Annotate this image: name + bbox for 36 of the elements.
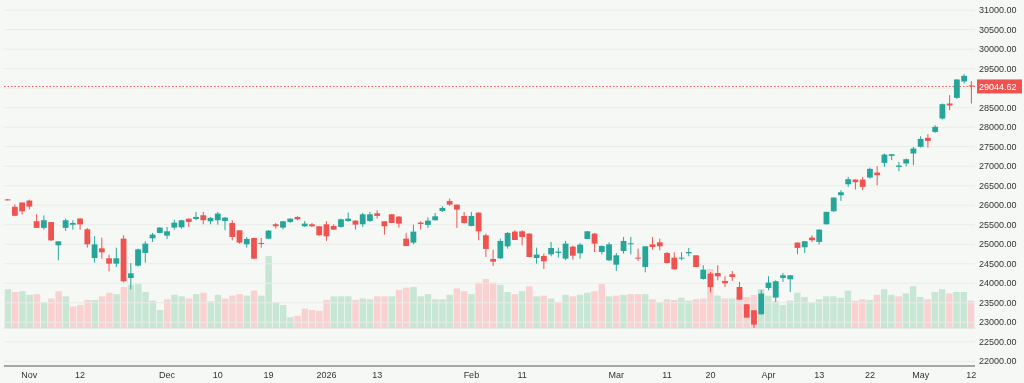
y-tick-label: 23000.00 [979,317,1017,328]
y-tick-label: 31000.00 [979,5,1017,16]
x-tick-label: Nov [21,370,38,380]
x-tick-label: 22 [864,370,875,380]
y-tick-label: 26000.00 [979,200,1017,211]
x-tick-label: Feb [463,370,480,380]
y-tick-label: 25500.00 [979,219,1017,230]
x-tick-label: Mar [608,370,625,380]
y-tick-label: 28000.00 [979,122,1017,133]
x-tick-label: 20 [705,370,716,380]
x-tick-label: 11 [517,370,527,380]
y-tick-label: 27000.00 [979,161,1017,172]
x-tick-label: 13 [814,370,825,380]
x-tick-label: 11 [662,370,672,380]
x-tick-label: Dec [159,370,176,380]
x-tick-label: 10 [212,370,223,380]
x-tick-label: 19 [263,370,274,380]
x-tick-label: 2026 [316,370,337,380]
x-tick-label: 13 [372,370,383,380]
x-tick-label: May [912,370,930,380]
ref-line-label: 29044.62 [979,81,1017,92]
y-tick-label: 22000.00 [979,356,1017,367]
y-tick-label: 30500.00 [979,24,1017,35]
y-tick-label: 27500.00 [979,141,1017,152]
y-tick-label: 29500.00 [979,63,1017,74]
y-tick-label: 24000.00 [979,278,1017,289]
y-tick-label: 22500.00 [979,336,1017,347]
y-tick-label: 28500.00 [979,102,1017,113]
y-tick-label: 30000.00 [979,44,1017,55]
y-tick-label: 23500.00 [979,297,1017,308]
x-tick-label: Apr [761,370,776,380]
y-tick-label: 25000.00 [979,239,1017,250]
x-tick-label: 12 [75,370,86,380]
y-tick-label: 24500.00 [979,258,1017,269]
y-tick-label: 26500.00 [979,180,1017,191]
x-tick-label: 12 [966,370,977,380]
